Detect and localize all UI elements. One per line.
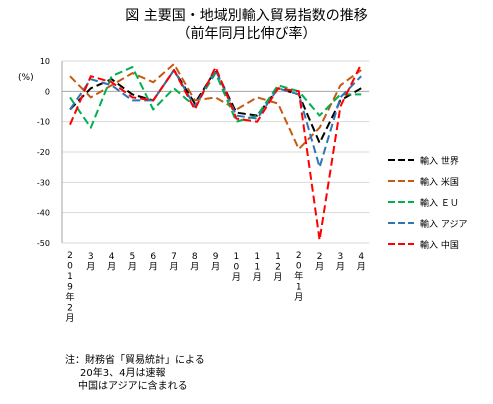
note-preliminary: 20年3、4月は速報 bbox=[80, 368, 166, 379]
y-tick-label: -10 bbox=[37, 118, 50, 127]
y-tick-label: -30 bbox=[37, 178, 50, 187]
x-tick-label: 1 bbox=[296, 283, 302, 293]
x-tick-label: 0 bbox=[67, 262, 73, 272]
x-tick-label: 月 bbox=[149, 262, 158, 273]
y-tick-label: -20 bbox=[37, 148, 50, 157]
x-tick-label: 3 bbox=[338, 252, 344, 262]
x-tick-label: 2 bbox=[275, 263, 281, 273]
x-tick-label: 1 bbox=[254, 252, 260, 262]
legend-label: 輸入 アジア bbox=[420, 218, 468, 230]
grid bbox=[62, 60, 370, 244]
x-tick-label: 1 bbox=[67, 272, 73, 282]
y-tick-label: -40 bbox=[37, 209, 50, 218]
y-axis-label: (%) bbox=[18, 73, 34, 83]
chart-subtitle: （前年同月比伸び率） bbox=[176, 26, 317, 42]
y-tick-label: -50 bbox=[37, 239, 50, 248]
x-tick-label: 月 bbox=[357, 262, 366, 273]
x-tick-label: 月 bbox=[190, 262, 199, 273]
x-tick-label: 4 bbox=[109, 252, 115, 262]
x-tick-label: 0 bbox=[296, 262, 302, 272]
chart-title: 図 主要国・地域別輸入貿易指数の推移 bbox=[125, 8, 368, 24]
x-tick-label: 0 bbox=[234, 263, 240, 273]
x-tick-label: 月 bbox=[128, 262, 137, 273]
x-tick-label: 月 bbox=[211, 262, 220, 273]
series-line bbox=[69, 66, 362, 129]
legend-label: 輸入 ＥＵ bbox=[420, 197, 459, 209]
series-lines bbox=[69, 63, 363, 241]
x-tick-label: 月 bbox=[294, 292, 303, 303]
x-tick-label: 7 bbox=[171, 252, 177, 262]
x-tick-label: 1 bbox=[254, 263, 260, 273]
tick-labels: 100-10-20-30-40-502019年2月3月4月5月6月7月8月9月1… bbox=[37, 57, 366, 324]
x-tick-label: 4 bbox=[358, 252, 364, 262]
x-tick-label: 年 bbox=[65, 291, 74, 303]
legend-label: 輸入 中国 bbox=[420, 239, 459, 251]
x-tick-label: 月 bbox=[315, 262, 324, 273]
x-tick-label: 8 bbox=[192, 252, 198, 262]
x-tick-label: 5 bbox=[130, 252, 136, 262]
legend-label: 輸入 世界 bbox=[420, 155, 459, 167]
y-tick-label: 10 bbox=[40, 57, 50, 66]
x-tick-label: 2 bbox=[296, 251, 302, 261]
note-china: 中国はアジアに含まれる bbox=[78, 381, 188, 392]
x-tick-label: 月 bbox=[65, 313, 74, 324]
x-tick-label: 9 bbox=[67, 283, 73, 293]
x-tick-label: 2 bbox=[67, 251, 73, 261]
x-tick-label: 月 bbox=[273, 272, 282, 283]
series-line bbox=[69, 63, 362, 150]
x-tick-label: 月 bbox=[86, 262, 95, 273]
x-tick-label: 2 bbox=[317, 252, 323, 262]
note-source: 注：財務省「貿易統計」による bbox=[65, 355, 205, 366]
x-tick-label: 月 bbox=[253, 272, 262, 283]
x-tick-label: 月 bbox=[232, 272, 241, 283]
x-tick-label: 2 bbox=[67, 304, 73, 314]
x-tick-label: 年 bbox=[294, 270, 303, 282]
x-tick-label: 月 bbox=[336, 262, 345, 273]
x-tick-label: 月 bbox=[107, 262, 116, 273]
y-tick-label: 0 bbox=[45, 87, 50, 96]
x-tick-label: 6 bbox=[150, 252, 156, 262]
x-tick-label: 月 bbox=[169, 262, 178, 273]
series-line bbox=[69, 63, 363, 241]
x-tick-label: 1 bbox=[234, 252, 240, 262]
x-tick-label: 9 bbox=[213, 252, 219, 262]
legend-label: 輸入 米国 bbox=[420, 176, 459, 188]
series-line bbox=[69, 69, 362, 144]
series-line bbox=[69, 69, 362, 169]
x-tick-label: 1 bbox=[275, 252, 281, 262]
x-tick-label: 3 bbox=[88, 252, 94, 262]
